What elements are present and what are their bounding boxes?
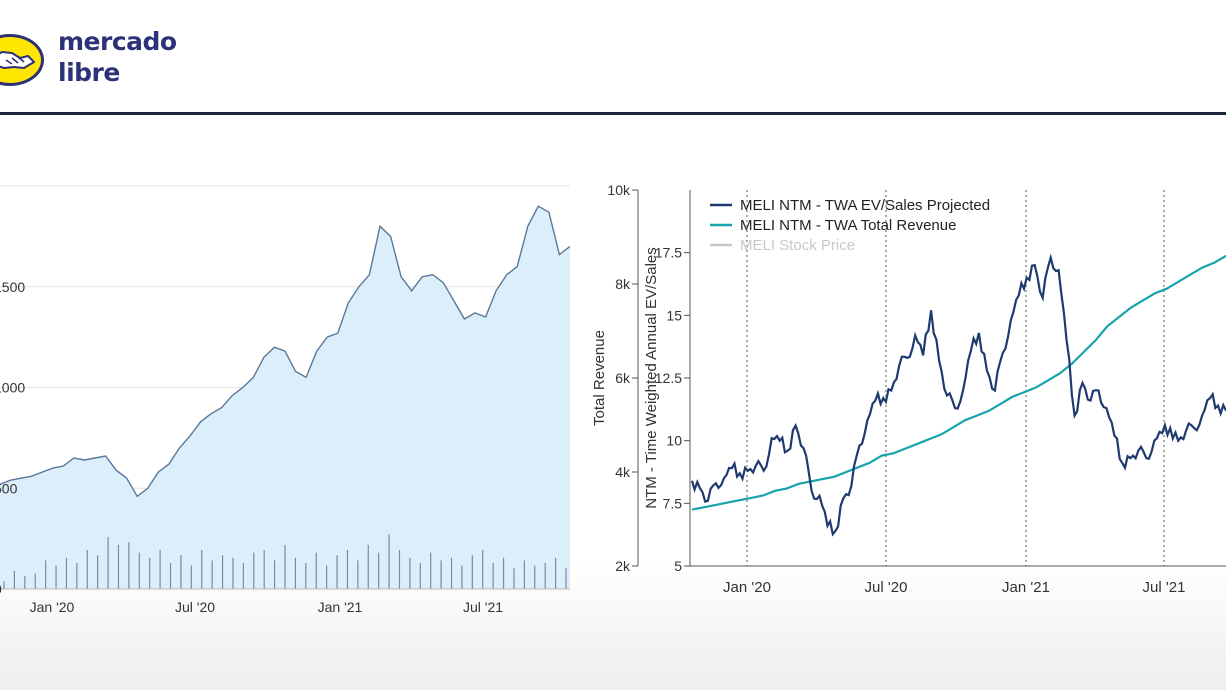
revenue-line bbox=[691, 254, 1226, 511]
right-tick-label: 10 bbox=[666, 433, 682, 449]
logo-wordmark: mercado libre bbox=[58, 26, 177, 88]
left-tick-label: 2k bbox=[615, 558, 631, 574]
right-axis-label: NTM - Time Weighted Annual EV/Sales bbox=[643, 247, 660, 509]
handshake-logo-icon bbox=[0, 34, 44, 86]
legend-revenue: MELI NTM - TWA Total Revenue bbox=[740, 217, 956, 234]
left-tick-label: 6k bbox=[615, 370, 631, 386]
plot-background bbox=[638, 190, 1226, 566]
left-axis-label: Total Revenue bbox=[591, 330, 608, 426]
right-tick-label: 17.5 bbox=[655, 245, 682, 261]
right-tick-label: 5 bbox=[674, 558, 682, 574]
x-tick-label: Jul '21 bbox=[1143, 579, 1186, 596]
logo-line-1: mercado bbox=[58, 27, 177, 56]
x-tick-labels: Jan '20 Jul '20 Jan '21 Jul '21 bbox=[723, 579, 1185, 596]
legend-stock-price: MELI Stock Price bbox=[740, 237, 855, 254]
legend: MELI NTM - TWA EV/Sales Projected MELI N… bbox=[710, 197, 990, 254]
right-tick-label: 7.5 bbox=[663, 495, 683, 511]
x-tick-label: Jan '21 bbox=[318, 599, 363, 615]
right-tick-label: 12.5 bbox=[655, 370, 682, 386]
x-tick-label: Jan '20 bbox=[723, 579, 771, 596]
left-tick-label: 10k bbox=[607, 182, 631, 198]
y-tick-label: 1000 bbox=[0, 380, 25, 396]
ev-sales-line bbox=[690, 253, 1226, 537]
left-tick-label: 8k bbox=[615, 276, 631, 292]
x-tick-label: Jul '20 bbox=[175, 599, 215, 615]
logo-line-2: libre bbox=[58, 58, 120, 87]
stock-price-chart: 1500 1000 500 0 Jan '20 Jul '20 Jan '21 Jul '2… bbox=[0, 185, 571, 615]
price-line bbox=[0, 205, 571, 498]
legend-ev-sales: MELI NTM - TWA EV/Sales Projected bbox=[740, 197, 990, 214]
mercadolibre-logo bbox=[0, 22, 56, 99]
left-tick-labels: 10k 8k 6k 4k 2k bbox=[607, 182, 638, 574]
x-tick-label: Jul '20 bbox=[865, 579, 908, 596]
y-tick-labels: 1500 1000 500 0 bbox=[0, 279, 25, 597]
y-tick-label: 0 bbox=[0, 581, 2, 597]
x-tick-label: Jul '21 bbox=[463, 599, 503, 615]
right-tick-labels: 17.5 15 12.5 10 7.5 5 bbox=[655, 245, 690, 574]
x-tick-label: Jan '20 bbox=[30, 599, 75, 615]
left-tick-label: 4k bbox=[615, 464, 631, 480]
right-tick-label: 15 bbox=[666, 307, 682, 323]
price-area-fill bbox=[0, 206, 570, 589]
y-tick-label: 500 bbox=[0, 480, 18, 496]
volume-bars bbox=[3, 534, 567, 589]
y-tick-label: 1500 bbox=[0, 279, 25, 295]
x-tick-label: Jan '21 bbox=[1002, 579, 1050, 596]
x-tick-labels: Jan '20 Jul '20 Jan '21 Jul '21 bbox=[30, 599, 504, 615]
header-divider bbox=[0, 112, 1226, 115]
